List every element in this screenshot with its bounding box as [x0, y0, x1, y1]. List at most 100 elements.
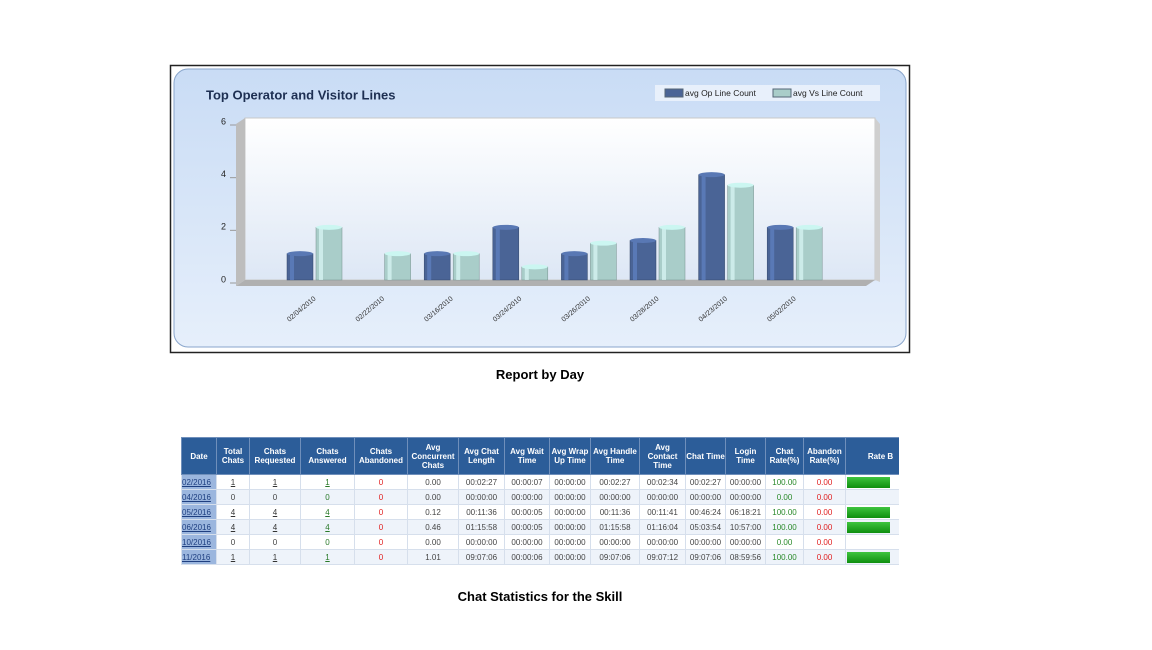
- legend-swatch: [664, 88, 684, 98]
- bar-top: [727, 182, 754, 188]
- table-cell: 00:02:27: [458, 474, 505, 490]
- table-cell[interactable]: 06/2016: [181, 519, 217, 535]
- table-cell[interactable]: 4: [249, 504, 301, 520]
- table-cell: 100.00: [765, 504, 804, 520]
- rate-bar: [847, 506, 890, 518]
- table-cell: 0.00: [407, 489, 459, 505]
- rate-bar-cell: [845, 534, 899, 550]
- bar-top: [384, 251, 411, 257]
- plot-floor: [236, 280, 875, 286]
- bar-highlight: [799, 227, 804, 280]
- table-cell[interactable]: 10/2016: [181, 534, 217, 550]
- table-cell: 00:00:00: [639, 534, 686, 550]
- table: Date Total Chats Chats Requested Chats Answ…: [181, 437, 899, 565]
- column-header: Chats Abandoned: [354, 437, 408, 475]
- table-cell[interactable]: 1: [300, 549, 355, 565]
- rate-bar-cell: [845, 519, 899, 535]
- table-cell: 00:00:00: [549, 534, 591, 550]
- table-cell[interactable]: 4: [249, 519, 301, 535]
- column-header: Chats Answered: [300, 437, 355, 475]
- table-cell: 09:07:06: [590, 549, 640, 565]
- table-cell: 00:00:00: [549, 549, 591, 565]
- table-cell: 0.00: [803, 534, 846, 550]
- table-row: 11/2016 1 1 1 0 1.01 09:07:06 00:00:06 00:00:00 0…: [181, 549, 899, 565]
- column-header: Login Time: [725, 437, 766, 475]
- table-row: 04/2016 0 0 0 0 0.00 00:00:00 00:00:00 00:00:00 0…: [181, 489, 899, 505]
- column-header: Total Chats: [216, 437, 250, 475]
- table-cell: 100.00: [765, 519, 804, 535]
- bar-top: [796, 224, 823, 230]
- table-cell[interactable]: 4: [216, 504, 250, 520]
- column-header: Abandon Rate(%): [803, 437, 846, 475]
- bar-highlight: [662, 227, 666, 280]
- column-header: Avg Handle Time: [590, 437, 640, 475]
- table-cell: 09:07:12: [639, 549, 686, 565]
- plot-side-wall: [236, 118, 245, 286]
- table-cell[interactable]: 05/2016: [181, 504, 217, 520]
- table-cell: 0: [300, 489, 355, 505]
- table-cell: 0: [354, 519, 408, 535]
- table-cell[interactable]: 11/2016: [181, 549, 217, 565]
- table-cell: 00:02:27: [685, 474, 726, 490]
- table-cell: 00:00:00: [549, 504, 591, 520]
- rate-bar-cell: [845, 504, 899, 520]
- table-cell: 01:15:58: [458, 519, 505, 535]
- table-cell: 00:00:00: [458, 489, 505, 505]
- column-header: Avg Wait Time: [504, 437, 550, 475]
- column-header: Date: [181, 437, 217, 475]
- table-cell: 00:00:00: [685, 489, 726, 505]
- y-tick-label: 6: [221, 116, 226, 126]
- table-cell[interactable]: 1: [300, 474, 355, 490]
- legend-box: [655, 85, 880, 101]
- table-cell[interactable]: 02/2016: [181, 474, 217, 490]
- bar-highlight: [319, 227, 323, 280]
- chart-caption: Report by Day: [495, 367, 585, 382]
- table-cell[interactable]: 1: [249, 474, 301, 490]
- bar-top: [316, 224, 342, 230]
- table-cell[interactable]: 4: [300, 504, 355, 520]
- table-cell[interactable]: 04/2016: [181, 489, 217, 505]
- bar-top: [561, 251, 588, 257]
- table-cell: 0: [216, 489, 250, 505]
- column-header: Chat Time: [685, 437, 726, 475]
- table-cell: 00:00:06: [504, 549, 550, 565]
- table-cell: 00:00:00: [725, 534, 766, 550]
- table-cell: 0: [354, 534, 408, 550]
- table-cell: 0: [354, 504, 408, 520]
- table-cell: 0: [249, 534, 301, 550]
- table-cell[interactable]: 4: [300, 519, 355, 535]
- table-cell[interactable]: 1: [249, 549, 301, 565]
- table-cell: 00:00:00: [549, 474, 591, 490]
- bar-top: [287, 251, 313, 257]
- table-cell: 0.00: [803, 489, 846, 505]
- chart: Top Operator and Visitor Lines 0 2 4 6 avg O…: [169, 64, 911, 354]
- y-tick-label: 4: [221, 169, 226, 179]
- table-cell: 08:59:56: [725, 549, 766, 565]
- table-cell: 00:00:05: [504, 519, 550, 535]
- table-cell[interactable]: 1: [216, 549, 250, 565]
- bar-highlight: [633, 240, 637, 280]
- table-cell: 00:11:36: [590, 504, 640, 520]
- column-header: Avg Concurrent Chats: [407, 437, 459, 475]
- table-cell: 00:11:36: [458, 504, 505, 520]
- column-header: Avg Wrap Up Time: [549, 437, 591, 475]
- column-header: Avg Chat Length: [458, 437, 505, 475]
- table-cell: 0.00: [765, 489, 804, 505]
- table-cell: 00:46:24: [685, 504, 726, 520]
- table-cell: 05:03:54: [685, 519, 726, 535]
- table-cell[interactable]: 4: [216, 519, 250, 535]
- bar-top: [767, 224, 794, 230]
- column-header: Chat Rate(%): [765, 437, 804, 475]
- table-cell: 0.00: [803, 549, 846, 565]
- bar-highlight: [770, 227, 775, 280]
- table-cell: 09:07:06: [685, 549, 726, 565]
- table-cell: 0.00: [407, 474, 459, 490]
- table-cell: 00:00:00: [549, 519, 591, 535]
- table-cell: 100.00: [765, 549, 804, 565]
- rate-bar: [847, 476, 890, 488]
- table-cell[interactable]: 1: [216, 474, 250, 490]
- bar-highlight: [593, 243, 598, 280]
- bar-top: [453, 251, 480, 257]
- bar-highlight: [456, 253, 461, 280]
- table-cell: 0.00: [407, 534, 459, 550]
